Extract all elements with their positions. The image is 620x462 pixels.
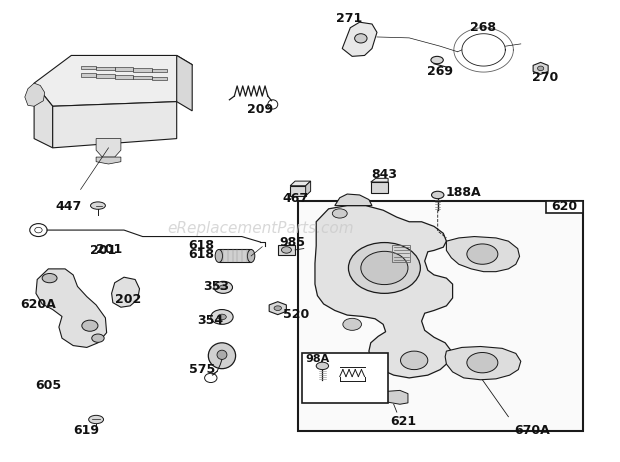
Ellipse shape bbox=[538, 66, 544, 71]
Text: 201: 201 bbox=[96, 243, 122, 256]
Polygon shape bbox=[81, 73, 96, 77]
Text: 467: 467 bbox=[283, 192, 309, 205]
Polygon shape bbox=[96, 67, 115, 70]
Ellipse shape bbox=[401, 351, 428, 370]
Ellipse shape bbox=[274, 306, 281, 310]
Text: 270: 270 bbox=[532, 71, 558, 84]
Text: 447: 447 bbox=[56, 201, 82, 213]
Ellipse shape bbox=[218, 314, 226, 320]
Text: 268: 268 bbox=[470, 21, 496, 34]
Ellipse shape bbox=[343, 318, 361, 330]
Polygon shape bbox=[115, 67, 133, 71]
Bar bbox=[278, 245, 295, 255]
Ellipse shape bbox=[316, 362, 329, 370]
Text: 269: 269 bbox=[427, 65, 453, 78]
Ellipse shape bbox=[431, 56, 443, 64]
Polygon shape bbox=[115, 75, 133, 79]
Polygon shape bbox=[133, 76, 152, 79]
Text: 201: 201 bbox=[90, 244, 116, 257]
Polygon shape bbox=[152, 69, 167, 72]
Text: 620A: 620A bbox=[20, 298, 56, 311]
Text: 843: 843 bbox=[371, 168, 397, 181]
Polygon shape bbox=[177, 55, 192, 111]
Polygon shape bbox=[133, 68, 152, 72]
Polygon shape bbox=[306, 181, 311, 196]
Polygon shape bbox=[446, 237, 520, 272]
Bar bbox=[219, 249, 251, 262]
Ellipse shape bbox=[281, 247, 291, 253]
Bar bbox=[290, 186, 306, 196]
Ellipse shape bbox=[215, 249, 223, 262]
Ellipse shape bbox=[432, 191, 444, 199]
Text: 619: 619 bbox=[73, 424, 99, 437]
Ellipse shape bbox=[208, 343, 236, 369]
Polygon shape bbox=[96, 157, 121, 164]
Polygon shape bbox=[81, 66, 96, 69]
Polygon shape bbox=[25, 83, 45, 106]
Bar bbox=[546, 201, 583, 213]
Ellipse shape bbox=[332, 209, 347, 218]
Text: 621: 621 bbox=[391, 415, 417, 428]
Text: 618: 618 bbox=[188, 239, 214, 252]
Bar bbox=[371, 182, 388, 193]
Bar bbox=[392, 245, 410, 262]
Polygon shape bbox=[381, 390, 408, 404]
Text: 98A: 98A bbox=[305, 354, 329, 365]
Ellipse shape bbox=[42, 274, 57, 283]
Ellipse shape bbox=[361, 251, 408, 285]
Polygon shape bbox=[96, 139, 121, 157]
Ellipse shape bbox=[217, 350, 227, 359]
Polygon shape bbox=[34, 83, 53, 148]
Polygon shape bbox=[96, 74, 115, 78]
Text: 209: 209 bbox=[247, 103, 273, 116]
Text: 520: 520 bbox=[283, 308, 309, 321]
Ellipse shape bbox=[247, 249, 255, 262]
Ellipse shape bbox=[214, 281, 232, 293]
Ellipse shape bbox=[89, 415, 104, 424]
Bar bbox=[302, 353, 388, 403]
Polygon shape bbox=[335, 194, 372, 206]
Text: 985: 985 bbox=[279, 236, 305, 249]
Ellipse shape bbox=[348, 243, 420, 293]
Ellipse shape bbox=[91, 202, 105, 209]
Text: eReplacementParts.com: eReplacementParts.com bbox=[167, 221, 354, 236]
Polygon shape bbox=[533, 62, 548, 74]
Polygon shape bbox=[290, 181, 311, 186]
Text: 605: 605 bbox=[35, 379, 61, 392]
Ellipse shape bbox=[219, 285, 227, 290]
Bar bbox=[298, 201, 583, 431]
Polygon shape bbox=[269, 302, 286, 315]
Text: 670A: 670A bbox=[515, 424, 551, 437]
Ellipse shape bbox=[82, 320, 98, 331]
Polygon shape bbox=[36, 269, 107, 347]
Ellipse shape bbox=[467, 353, 498, 373]
Text: 271: 271 bbox=[336, 12, 362, 25]
Ellipse shape bbox=[467, 244, 498, 264]
Text: 353: 353 bbox=[203, 280, 229, 293]
Ellipse shape bbox=[355, 34, 367, 43]
Polygon shape bbox=[152, 77, 167, 80]
Text: 620: 620 bbox=[551, 200, 577, 213]
Bar bbox=[304, 248, 312, 252]
Ellipse shape bbox=[211, 310, 233, 324]
Text: 618: 618 bbox=[188, 248, 214, 261]
Polygon shape bbox=[34, 55, 192, 106]
Text: 354: 354 bbox=[197, 314, 223, 327]
Text: 202: 202 bbox=[115, 293, 141, 306]
Polygon shape bbox=[53, 102, 177, 148]
Text: 575: 575 bbox=[189, 363, 215, 376]
Polygon shape bbox=[315, 206, 453, 378]
Polygon shape bbox=[445, 346, 521, 380]
Polygon shape bbox=[112, 277, 140, 307]
Ellipse shape bbox=[92, 334, 104, 342]
Polygon shape bbox=[371, 178, 388, 182]
Text: 188A: 188A bbox=[445, 186, 480, 199]
Polygon shape bbox=[342, 22, 377, 56]
